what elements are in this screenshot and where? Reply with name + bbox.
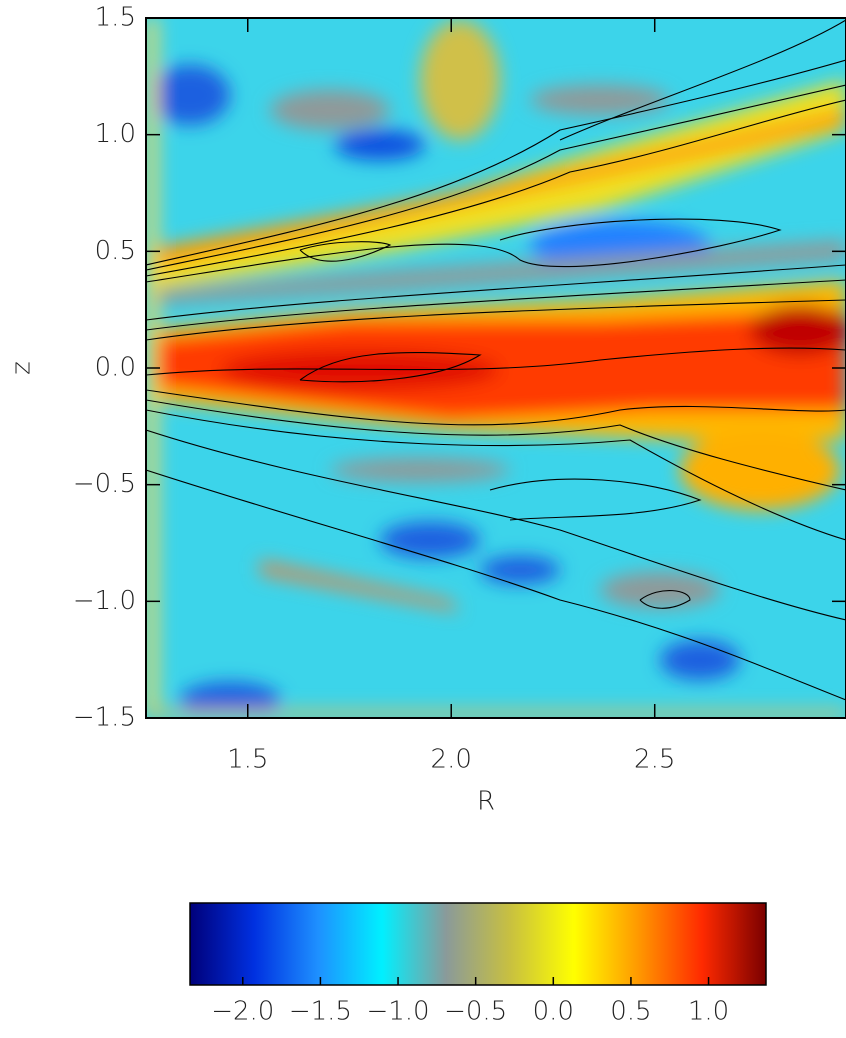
x-tick-label: 2.0: [431, 745, 472, 775]
x-tick-label: 2.5: [634, 745, 675, 775]
colorbar-tick-label: 0.5: [610, 997, 651, 1027]
x-tick-label: 1.5: [227, 745, 268, 775]
y-tick-label: 0.0: [95, 353, 136, 383]
y-tick-label: 1.0: [95, 119, 136, 149]
y-tick-label: −1.0: [73, 586, 136, 616]
colorbar-tick-label: −1.0: [366, 997, 429, 1027]
colorbar-tick-label: 1.0: [688, 997, 729, 1027]
y-tick-label: −0.5: [73, 469, 136, 499]
y-tick-label: 0.5: [95, 236, 136, 266]
y-tick-label: −1.5: [73, 703, 136, 733]
contours: [146, 19, 846, 701]
x-axis-label: R: [477, 787, 495, 817]
colorbar-tick-label: −0.5: [444, 997, 507, 1027]
colorbar-tick-label: −2.0: [211, 997, 274, 1027]
colorbar-tick-label: 0.0: [533, 997, 574, 1027]
colorbar-tick-label: −1.5: [289, 997, 352, 1027]
colorbar: [189, 902, 767, 986]
y-tick-label: 1.5: [95, 3, 136, 33]
heatmap-field: [146, 18, 846, 718]
y-axis-label: z: [7, 361, 37, 375]
